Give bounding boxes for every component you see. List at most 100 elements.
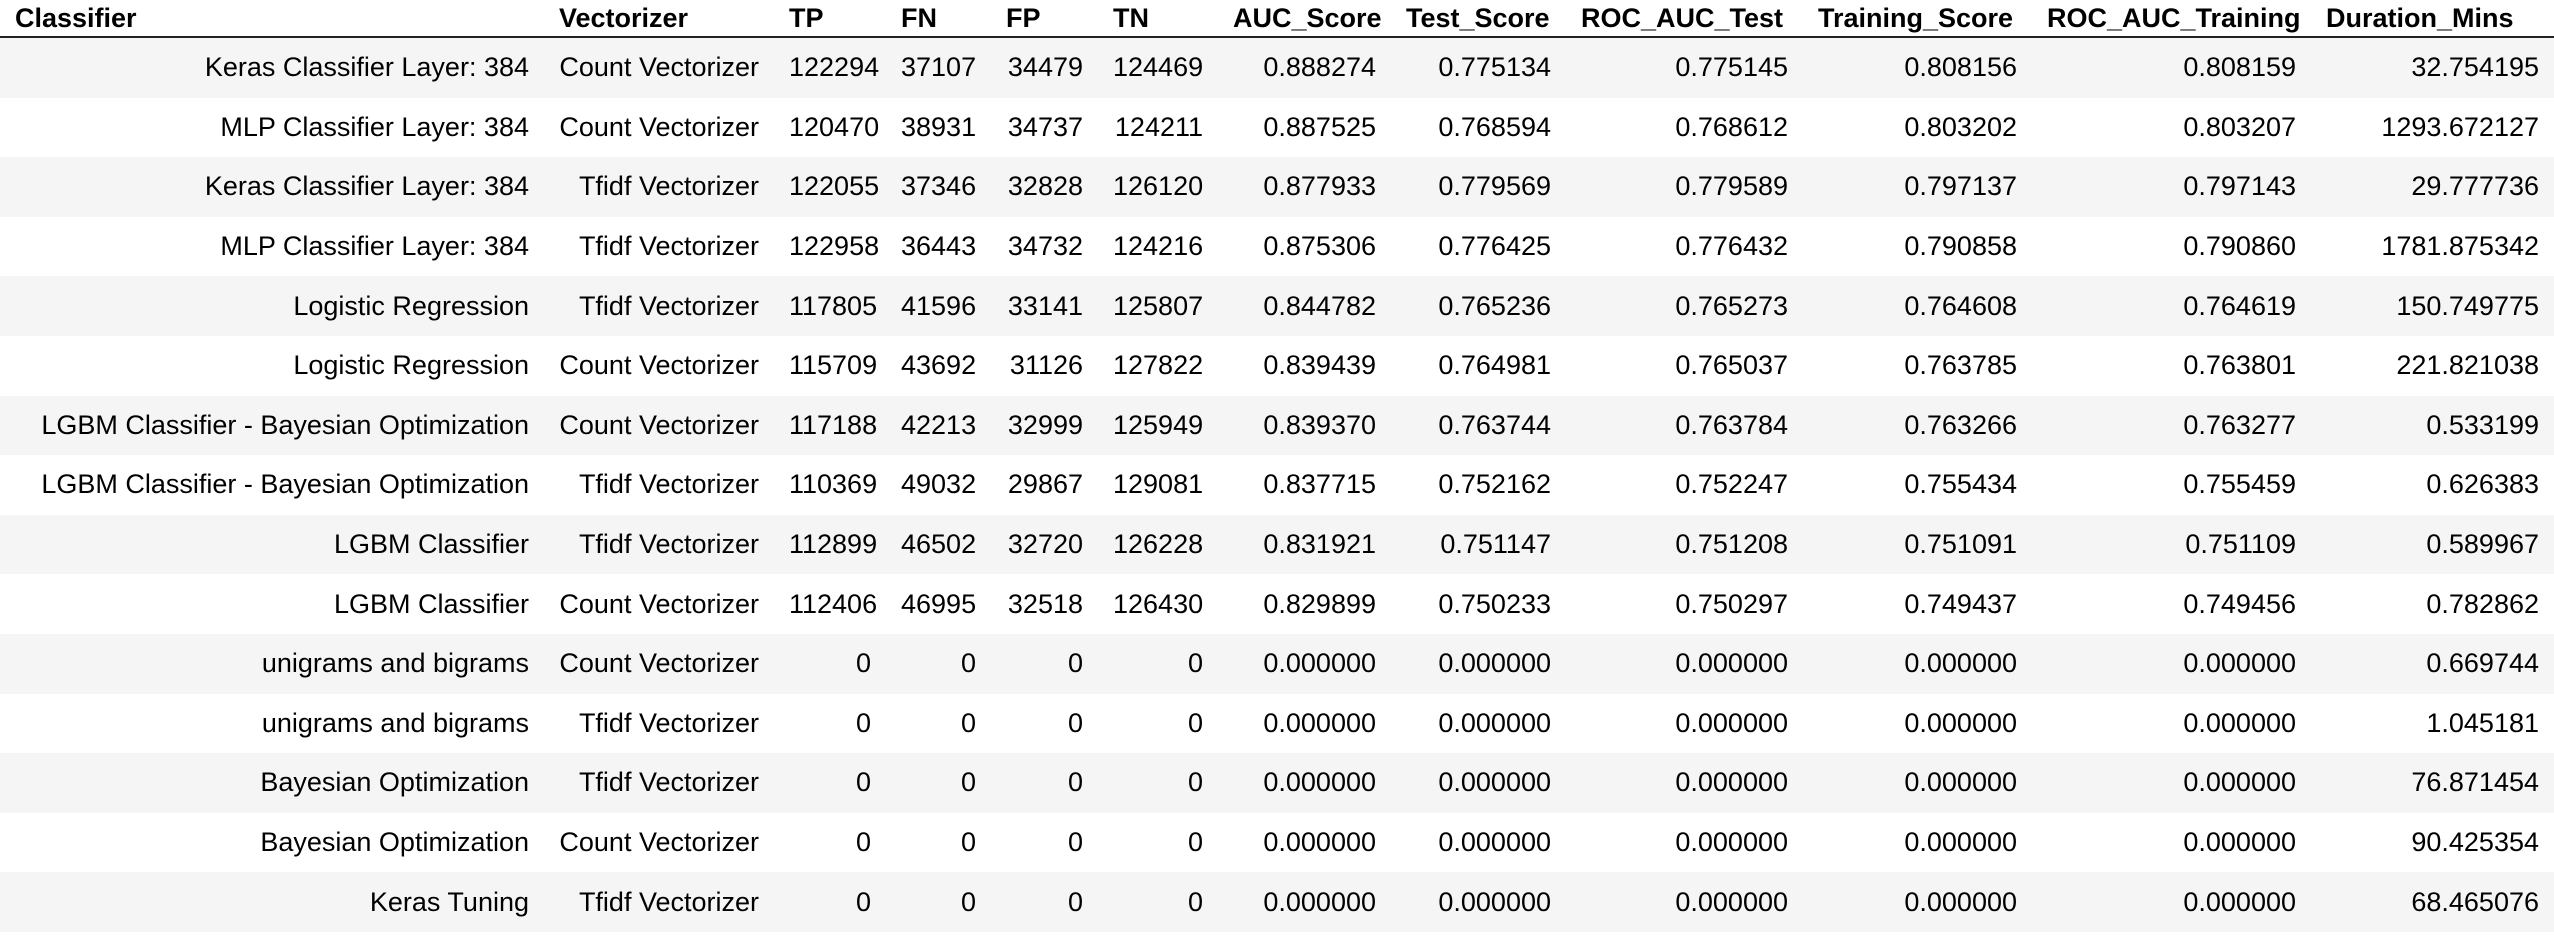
table-cell: 0.765273 [1566, 276, 1803, 336]
table-cell: 68.465076 [2311, 872, 2554, 932]
table-cell: 0.000000 [1675, 827, 1788, 858]
table-cell: Bayesian Optimization [260, 827, 529, 858]
table-cell: 0.749437 [1904, 588, 2017, 619]
table-cell: 0.751091 [1803, 514, 2032, 575]
table-cell: 0 [1098, 633, 1218, 694]
table-cell: 0.837715 [1263, 469, 1376, 500]
table-cell: 37107 [886, 37, 991, 98]
table-cell: 46995 [901, 588, 977, 619]
table-cell: 29.777736 [2311, 157, 2554, 217]
table-cell: 34479 [991, 37, 1098, 98]
table-row: LGBM Classifier - Bayesian Optimization T… [0, 455, 2554, 515]
table-cell: 0.764608 [1803, 276, 2032, 336]
table-cell: 0.000000 [2183, 827, 2296, 858]
table-cell: 0.764981 [1438, 350, 1551, 381]
table-cell: 0.779589 [1566, 157, 1803, 217]
table-cell: 0.763744 [1391, 395, 1566, 456]
table-cell: 0.000000 [1391, 753, 1566, 813]
table-cell: Tfidf Vectorizer [544, 514, 774, 575]
table-cell: 0.000000 [2032, 872, 2311, 932]
table-cell: Keras Tuning [0, 872, 544, 932]
table-cell: 0 [886, 753, 991, 813]
table-cell: 120470 [789, 111, 880, 142]
table-cell: 150.749775 [2311, 276, 2554, 336]
table-cell: LGBM Classifier [333, 588, 529, 619]
table-cell: 0.755434 [1904, 469, 2017, 500]
table-cell: 0.764619 [2032, 276, 2311, 336]
table-cell: 0.775134 [1391, 37, 1566, 98]
table-cell: 0.782862 [2426, 588, 2539, 619]
table-cell: 33141 [991, 276, 1098, 336]
table-cell: Keras Classifier Layer: 384 [0, 37, 544, 98]
table-cell: Count Vectorizer [544, 633, 774, 694]
table-cell: 0 [774, 872, 886, 932]
table-cell: 126430 [1113, 588, 1204, 619]
table-row: MLP Classifier Layer: 384 Tfidf Vectorize… [0, 217, 2554, 277]
column-header: Vectorizer [544, 0, 774, 38]
table-cell: Tfidf Vectorizer [578, 231, 759, 262]
table-cell: 0.000000 [1904, 707, 2017, 738]
column-header: AUC_Score [1218, 0, 1391, 38]
table-row: unigrams and bigrams Tfidf Vectorizer 0 0 0 0… [0, 694, 2554, 754]
table-cell: 34737 [1007, 111, 1083, 142]
table-cell: Count Vectorizer [559, 827, 759, 858]
table-cell: 46502 [886, 514, 991, 575]
table-cell: 0.000000 [1438, 827, 1551, 858]
table-cell: Tfidf Vectorizer [544, 276, 774, 336]
table-cell: LGBM Classifier - Bayesian Optimization [0, 395, 544, 456]
table-cell: 0.775145 [1566, 37, 1803, 98]
table-cell: 0.763801 [2183, 350, 2296, 381]
table-cell: 0.776425 [1438, 231, 1551, 262]
table-cell: 38931 [901, 111, 977, 142]
table-cell: 0.000000 [1803, 753, 2032, 813]
table-cell: LGBM Classifier [0, 514, 544, 575]
table-cell: 0.000000 [1438, 707, 1551, 738]
table-cell: 0 [1187, 827, 1203, 858]
table-cell: 1781.875342 [2381, 231, 2539, 262]
table-cell: 0 [991, 753, 1098, 813]
table-cell: 0.751208 [1566, 514, 1803, 575]
table-cell: Count Vectorizer [559, 350, 759, 381]
table-cell: 124216 [1113, 231, 1204, 262]
table-header: Classifier Vectorizer TP FN FP TN AUC_Score Tes… [0, 0, 2554, 38]
table-cell: 1293.672127 [2381, 111, 2539, 142]
table-cell: 0 [774, 633, 886, 694]
column-header: FN [886, 0, 991, 38]
table-cell: 0 [886, 633, 991, 694]
table-cell: 0.669744 [2311, 633, 2554, 694]
table-cell: 0.752247 [1675, 469, 1788, 500]
table-row: Keras Tuning Tfidf Vectorizer 0 0 0 0 0.000000… [0, 872, 2554, 932]
table-cell: Logistic Regression [293, 350, 529, 381]
table-row: Bayesian Optimization Tfidf Vectorizer 0 0 0… [0, 753, 2554, 813]
table-cell: 129081 [1113, 469, 1204, 500]
table-row: LGBM Classifier Count Vectorizer 112406 469… [0, 574, 2554, 634]
table-cell: 43692 [901, 350, 977, 381]
table-cell: 0.000000 [1675, 707, 1788, 738]
table-cell: Tfidf Vectorizer [544, 872, 774, 932]
table-cell: 0.750297 [1675, 588, 1788, 619]
column-header: TN [1098, 0, 1218, 38]
table-cell: 0.888274 [1218, 37, 1391, 98]
table-cell: 0 [1098, 872, 1218, 932]
table-cell: 115709 [789, 350, 878, 381]
table-cell: 0.626383 [2426, 469, 2539, 500]
table-cell: 1.045181 [2426, 707, 2539, 738]
table-cell: 29867 [1007, 469, 1083, 500]
table-cell: 0.877933 [1218, 157, 1391, 217]
table-cell: MLP Classifier Layer: 384 [220, 111, 529, 142]
table-cell: 0 [1098, 753, 1218, 813]
table-cell: 0.803207 [2183, 111, 2296, 142]
table-cell: 0.765037 [1675, 350, 1788, 381]
table-cell: 112899 [774, 514, 886, 575]
table-row: LGBM Classifier - Bayesian Optimization C… [0, 395, 2554, 456]
table-cell: 0.000000 [1803, 633, 2032, 694]
table-cell: 0.875306 [1263, 231, 1376, 262]
table-cell: 124211 [1114, 111, 1203, 142]
table-cell: unigrams and bigrams [261, 707, 529, 738]
table-cell: 0.749456 [2183, 588, 2296, 619]
column-header: FP [991, 0, 1098, 38]
table-cell: 0.763266 [1803, 395, 2032, 456]
table-cell: 0.000000 [1218, 633, 1391, 694]
table-cell: 112406 [789, 588, 878, 619]
column-header: ROC_AUC_Test [1566, 0, 1803, 38]
